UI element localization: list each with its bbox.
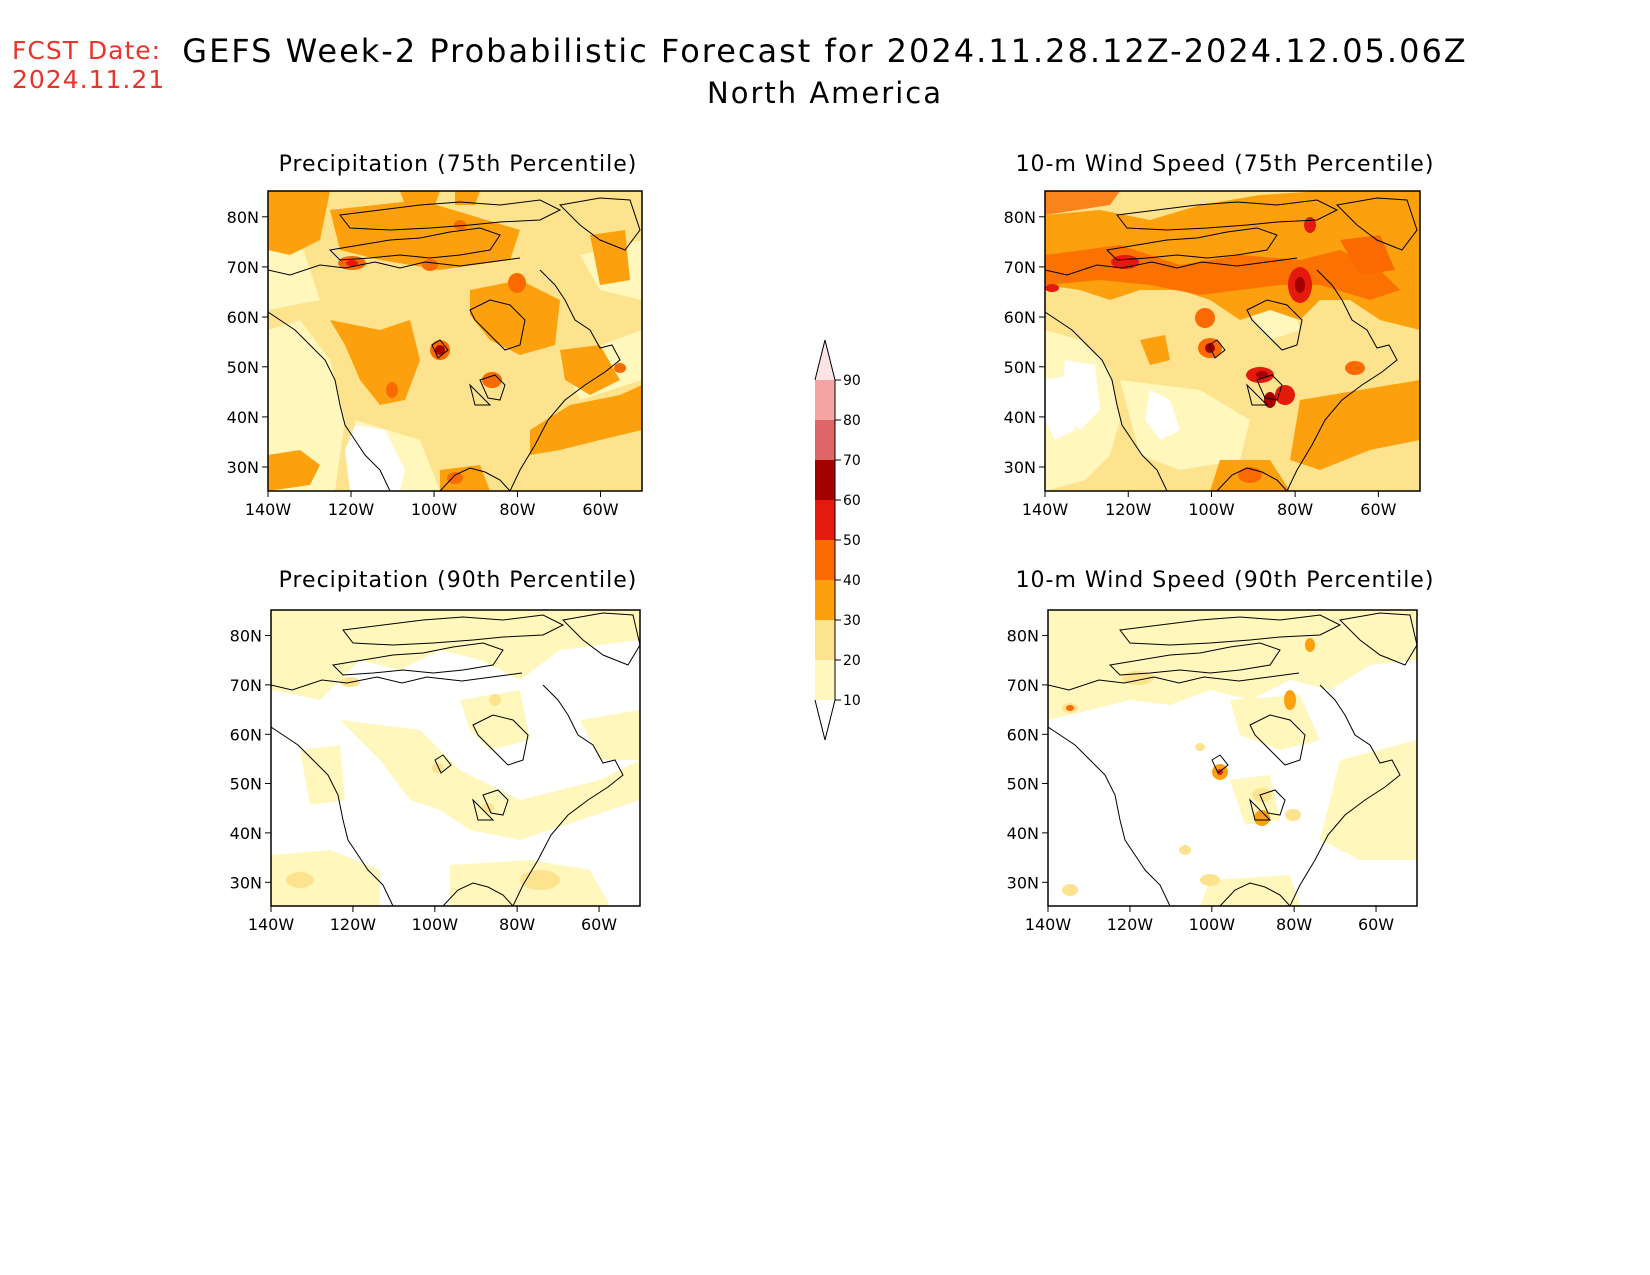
lat-label-precip90: 40N	[230, 824, 262, 843]
colorbar-label: 70	[843, 453, 861, 469]
lat-label-precip75: 80N	[227, 208, 259, 227]
fcst-date-heading: FCST Date:	[12, 36, 162, 65]
lat-label-wind75: 30N	[1004, 458, 1036, 477]
colorbar-top-arrow	[814, 339, 836, 381]
lon-label-precip90: 100W	[412, 915, 459, 934]
lon-label-wind75: 120W	[1105, 500, 1152, 519]
lat-label-wind75: 50N	[1004, 358, 1036, 377]
panel-title-precip75: Precipitation (75th Percentile)	[278, 152, 638, 177]
wind90-coastlines	[1048, 612, 1417, 906]
lon-label-wind75: 140W	[1022, 500, 1069, 519]
lon-label-wind75: 80W	[1277, 500, 1313, 519]
lat-label-precip75: 50N	[227, 358, 259, 377]
lat-label-wind75: 60N	[1004, 308, 1036, 327]
page-title: GEFS Week-2 Probabilistic Forecast for 2…	[182, 32, 1468, 70]
precip75-shading	[268, 191, 642, 491]
lat-label-precip90: 50N	[230, 774, 262, 793]
lat-label-precip75: 60N	[227, 308, 259, 327]
colorbar-label: 90	[843, 373, 861, 389]
map-panel-precip90	[270, 609, 641, 907]
colorbar: 10 20 30 40 50 60 70 80 90	[814, 339, 861, 741]
colorbar-bottom-arrow	[814, 699, 836, 741]
lon-label-wind90: 60W	[1358, 915, 1394, 934]
precip90-frame	[270, 609, 641, 907]
colorbar-label: 60	[843, 493, 861, 509]
lat-label-precip75: 30N	[227, 458, 259, 477]
lat-label-wind90: 60N	[1007, 725, 1039, 744]
lat-label-precip90: 30N	[230, 873, 262, 892]
lon-label-precip90: 140W	[248, 915, 295, 934]
lon-label-precip75: 140W	[245, 500, 292, 519]
lat-label-precip90: 70N	[230, 676, 262, 695]
colorbar-label: 40	[843, 573, 861, 589]
lon-label-precip90: 60W	[581, 915, 617, 934]
lon-label-precip75: 100W	[411, 500, 458, 519]
colorbar-label: 50	[843, 533, 861, 549]
fcst-date-label: FCST Date: 2024.11.21	[12, 36, 165, 94]
lon-label-wind75: 60W	[1360, 500, 1396, 519]
wind75-coastlines	[1045, 197, 1418, 491]
lat-label-wind75: 80N	[1004, 208, 1036, 227]
map-panel-wind90	[1047, 609, 1418, 907]
colorbar-swatch	[815, 460, 835, 500]
wind75-frame	[1044, 190, 1421, 492]
colorbar-swatch	[815, 500, 835, 540]
lat-label-wind90: 70N	[1007, 676, 1039, 695]
precip90-shading	[271, 610, 640, 906]
lat-label-wind90: 30N	[1007, 873, 1039, 892]
lat-label-precip90: 60N	[230, 725, 262, 744]
lon-label-wind75: 100W	[1188, 500, 1235, 519]
panel-title-wind90: 10-m Wind Speed (90th Percentile)	[1015, 568, 1435, 593]
fcst-date-value: 2024.11.21	[12, 65, 166, 94]
lat-label-wind90: 80N	[1007, 626, 1039, 645]
lon-label-precip90: 80W	[499, 915, 535, 934]
precip75-coastlines	[268, 197, 641, 491]
colorbar-label: 10	[843, 693, 861, 709]
panel-title-precip90: Precipitation (90th Percentile)	[278, 568, 638, 593]
colorbar-label: 30	[843, 613, 861, 629]
map-panel-wind75	[1044, 190, 1421, 492]
precip75-frame	[267, 190, 643, 492]
wind90-shading	[1048, 610, 1417, 906]
lat-label-wind75: 40N	[1004, 408, 1036, 427]
colorbar-swatch	[815, 420, 835, 460]
lon-label-wind90: 100W	[1189, 915, 1236, 934]
map-axes: 80N 70N 60N 50N 40N 30N 140W 120W 100W 80W 60W 80N 7…	[227, 208, 1397, 934]
map-panel-precip75	[267, 190, 643, 492]
lat-label-wind90: 40N	[1007, 824, 1039, 843]
precip90-coastlines	[271, 612, 640, 906]
wind90-frame	[1047, 609, 1418, 907]
colorbar-swatch	[815, 620, 835, 660]
page-subtitle: North America	[707, 76, 943, 110]
colorbar-swatch	[815, 380, 835, 420]
lon-label-wind90: 120W	[1107, 915, 1154, 934]
lat-label-wind90: 50N	[1007, 774, 1039, 793]
lat-label-wind75: 70N	[1004, 258, 1036, 277]
lat-label-precip90: 80N	[230, 626, 262, 645]
wind75-shading	[1045, 191, 1420, 491]
colorbar-swatch	[815, 580, 835, 620]
colorbar-label: 20	[843, 653, 861, 669]
lon-label-precip75: 80W	[499, 500, 535, 519]
lat-label-precip75: 40N	[227, 408, 259, 427]
lat-label-precip75: 70N	[227, 258, 259, 277]
colorbar-swatch	[815, 660, 835, 700]
panel-title-wind75: 10-m Wind Speed (75th Percentile)	[1015, 152, 1435, 177]
lon-label-precip90: 120W	[330, 915, 377, 934]
lon-label-precip75: 120W	[328, 500, 375, 519]
colorbar-swatch	[815, 540, 835, 580]
lon-label-wind90: 140W	[1025, 915, 1072, 934]
lon-label-wind90: 80W	[1276, 915, 1312, 934]
colorbar-label: 80	[843, 413, 861, 429]
lon-label-precip75: 60W	[582, 500, 618, 519]
